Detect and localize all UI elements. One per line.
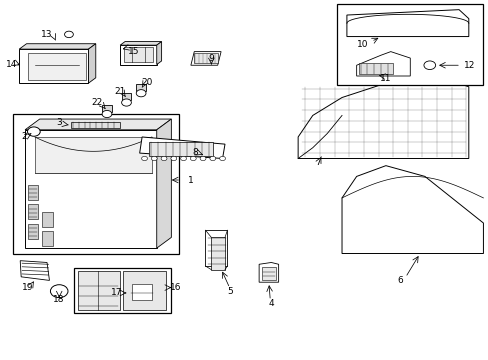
Text: 1: 1 [187,176,193,185]
Text: 12: 12 [463,61,474,70]
Bar [13,114,178,253]
Bar [122,271,166,310]
Circle shape [161,156,166,161]
Polygon shape [27,53,86,80]
Polygon shape [25,130,157,248]
Circle shape [50,285,68,298]
Polygon shape [19,44,96,49]
Text: 21: 21 [114,86,125,95]
Bar [74,268,171,313]
Bar [78,271,120,310]
Bar [27,224,38,239]
Bar [71,122,120,128]
Circle shape [170,156,176,161]
Text: 13: 13 [41,30,53,39]
Polygon shape [136,84,146,91]
Circle shape [122,99,131,106]
Polygon shape [88,44,96,83]
Bar [27,185,38,200]
Text: 14: 14 [6,60,17,69]
Circle shape [219,156,225,161]
Circle shape [27,127,40,136]
Polygon shape [20,261,49,280]
Text: 5: 5 [226,287,232,296]
Text: 18: 18 [52,294,64,303]
Polygon shape [122,93,131,100]
Polygon shape [157,41,161,64]
Text: 19: 19 [22,283,33,292]
Polygon shape [211,237,224,270]
Polygon shape [298,76,468,158]
Circle shape [209,156,215,161]
Polygon shape [132,284,152,300]
Polygon shape [205,230,227,266]
Polygon shape [346,10,468,37]
Text: 11: 11 [379,74,391,83]
Text: 22: 22 [91,98,102,107]
Bar [261,267,276,280]
Text: 10: 10 [356,40,367,49]
Circle shape [190,156,196,161]
Polygon shape [19,49,88,83]
Bar [42,212,53,226]
Text: 6: 6 [397,276,403,285]
Circle shape [151,156,157,161]
Polygon shape [356,51,409,76]
Text: 9: 9 [208,54,214,63]
Polygon shape [259,262,278,282]
Text: 17: 17 [111,288,122,297]
Text: 20: 20 [141,78,152,87]
Circle shape [136,90,146,97]
Text: 2: 2 [21,132,27,141]
Text: 16: 16 [169,283,181,292]
Bar [42,231,53,246]
Text: 4: 4 [268,299,274,308]
Text: 7: 7 [314,158,320,167]
Polygon shape [120,45,157,64]
Polygon shape [157,119,171,248]
Polygon shape [25,119,171,130]
Polygon shape [35,137,152,173]
Polygon shape [190,51,221,65]
Circle shape [200,156,205,161]
Text: 3: 3 [56,118,62,127]
Circle shape [64,31,73,38]
Bar [27,204,38,220]
Polygon shape [102,105,112,112]
Text: 8: 8 [192,148,198,157]
Polygon shape [341,166,483,253]
Circle shape [180,156,186,161]
Polygon shape [120,41,161,45]
Circle shape [423,61,435,69]
Bar [336,4,483,85]
Text: 15: 15 [127,47,139,56]
Bar [358,63,392,74]
Bar [149,141,212,156]
Circle shape [102,111,112,118]
Polygon shape [140,137,224,158]
Bar [124,47,153,62]
Bar [193,53,218,63]
Circle shape [142,156,147,161]
